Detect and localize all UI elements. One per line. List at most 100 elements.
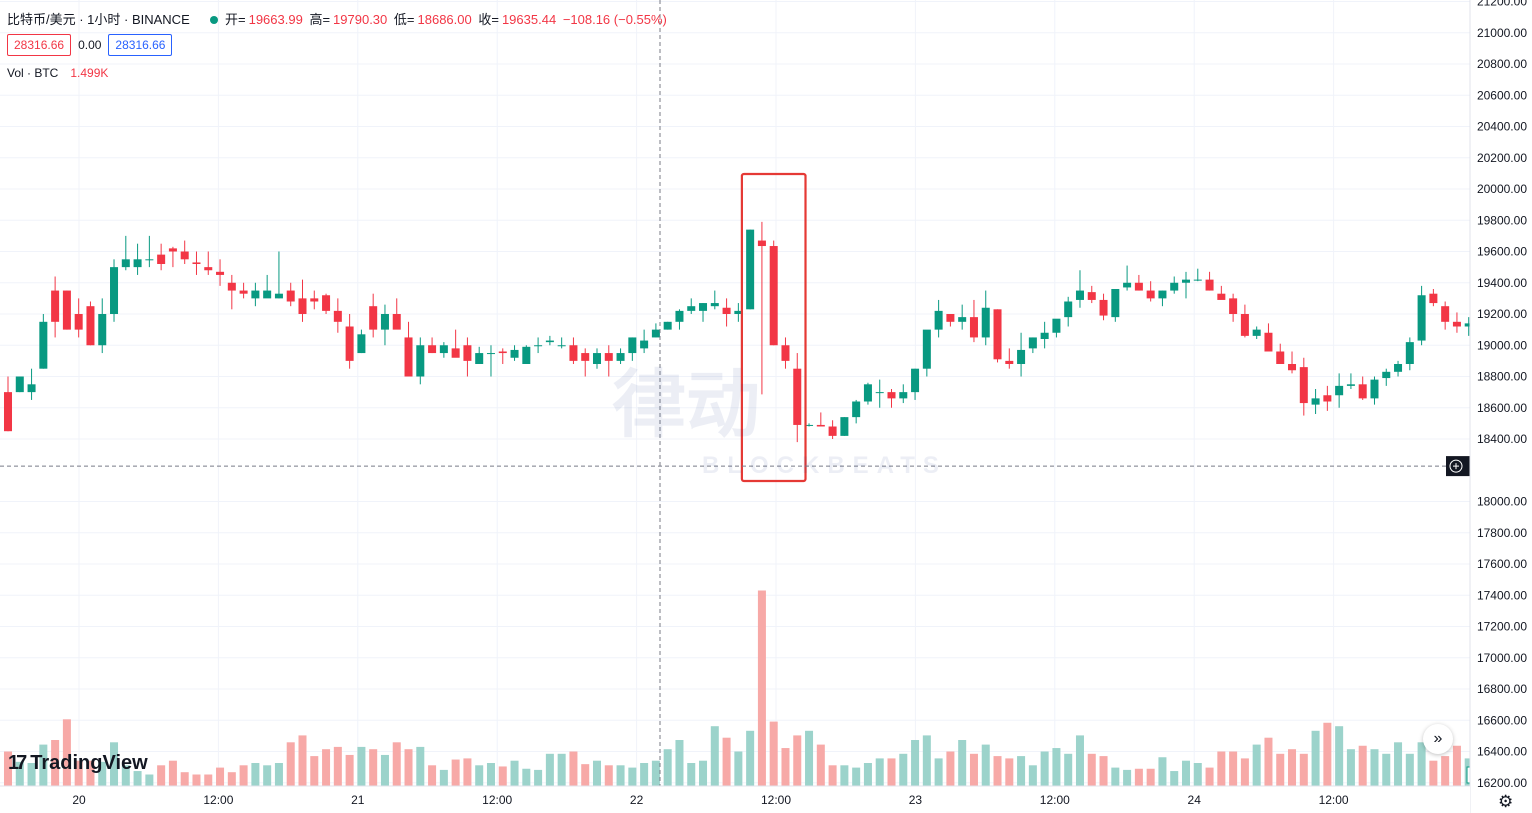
candle-body [286, 290, 295, 302]
candle-body [1240, 314, 1249, 336]
volume-bar [1087, 753, 1096, 786]
candle-body [1346, 384, 1355, 386]
volume-bar [1123, 769, 1132, 786]
candle-body [404, 337, 413, 377]
candle-body [1146, 290, 1155, 299]
volume-bar [239, 765, 248, 786]
volume-bar [628, 767, 637, 786]
volume-bar [1158, 757, 1167, 786]
candle-body [1005, 360, 1014, 364]
volume-bar [369, 749, 378, 786]
watermark-en-text: BLOCKBEATS [702, 452, 947, 479]
candle-body [263, 290, 272, 299]
volume-bar [675, 740, 684, 786]
time-tick-label: 24 [1188, 793, 1202, 807]
scroll-to-realtime-button[interactable]: » [1423, 724, 1453, 754]
volume-bar [1040, 751, 1049, 786]
price-tick-label: 16600.00 [1477, 713, 1527, 727]
price-tick-label: 18400.00 [1477, 432, 1527, 446]
sell-price-button[interactable]: 28316.66 [7, 34, 72, 56]
volume-bar [1299, 753, 1308, 786]
plus-circle-icon [1449, 459, 1463, 473]
volume-bar [322, 749, 331, 786]
candle-body [628, 337, 637, 354]
volume-bar [1276, 753, 1285, 786]
candle-body [687, 306, 696, 311]
time-tick-label: 22 [630, 793, 644, 807]
volume-bar [840, 765, 849, 786]
buy-price-button[interactable]: 28316.66 [108, 34, 173, 56]
candle-body [805, 424, 814, 426]
volume-value: 1.499K [70, 66, 109, 80]
candle-body [1087, 292, 1096, 300]
candle-body [1075, 290, 1084, 300]
candle-body [1394, 364, 1403, 372]
volume-bar [569, 751, 578, 786]
tradingview-logo-icon: 17 [8, 752, 27, 774]
candle-body [180, 251, 189, 260]
candle-body [969, 317, 978, 338]
time-tick-label: 21 [351, 793, 365, 807]
volume-bar [298, 735, 307, 786]
price-tick-label: 16800.00 [1477, 682, 1527, 696]
volume-bar [934, 758, 943, 786]
volume-bar [899, 753, 908, 786]
volume-bar [604, 765, 613, 786]
candle-body [62, 290, 71, 330]
candle-body [699, 303, 708, 311]
volume-bar [310, 756, 319, 786]
candle-body [345, 326, 354, 361]
candle-body [604, 353, 613, 361]
volume-bar [993, 756, 1002, 786]
price-tick-label: 21000.00 [1477, 26, 1527, 40]
volume-bar [734, 751, 743, 786]
volume-bar [1052, 748, 1061, 786]
volume-label[interactable]: Vol · BTC [7, 66, 59, 80]
candle-body [357, 334, 366, 354]
candle-body [1323, 395, 1332, 402]
volume-bar [1193, 763, 1202, 786]
candle-body [145, 259, 154, 261]
candle-body [204, 267, 213, 271]
time-tick-label: 12:00 [203, 793, 233, 807]
candle-body [534, 345, 543, 347]
candle-body [1064, 301, 1073, 318]
tradingview-logo[interactable]: 17 TradingView [8, 752, 148, 775]
candle-body [98, 314, 107, 346]
highlight-box [740, 172, 807, 483]
volume-bar [651, 760, 660, 786]
high-value: 19790.30 [333, 12, 388, 27]
spread-value: 0.00 [78, 38, 102, 52]
volume-bars [3, 590, 1532, 786]
candle-body [651, 329, 660, 338]
candle-body [1099, 299, 1108, 316]
time-tick-label: 12:00 [1040, 793, 1070, 807]
volume-bar [1346, 749, 1355, 786]
candle-body [922, 329, 931, 369]
volume-bar [1358, 745, 1367, 786]
candle-body [1028, 337, 1037, 349]
candle-body [946, 314, 955, 322]
blockbeats-watermark: 律动 BLOCKBEATS [612, 345, 947, 480]
volume-bar [863, 763, 872, 786]
volume-bar [545, 753, 554, 786]
candle-body [781, 345, 790, 361]
volume-bar [251, 763, 260, 786]
volume-bar [145, 774, 154, 786]
volume-bar [263, 765, 272, 786]
chart-settings-button[interactable]: ⚙ [1498, 792, 1513, 812]
candle-body [168, 248, 177, 252]
volume-bar [1288, 749, 1297, 786]
candle-body [27, 384, 36, 393]
volume-bar [62, 719, 71, 786]
candle-body [133, 259, 142, 268]
price-tick-label: 19200.00 [1477, 307, 1527, 321]
candle-body [816, 424, 825, 427]
volume-bar [793, 735, 802, 786]
volume-bar [227, 772, 236, 786]
volume-bar [357, 746, 366, 786]
symbol-title[interactable]: 比特币/美元 · 1小时 · BINANCE [7, 12, 190, 27]
candle-body [1052, 318, 1061, 333]
volume-bar [428, 765, 437, 786]
